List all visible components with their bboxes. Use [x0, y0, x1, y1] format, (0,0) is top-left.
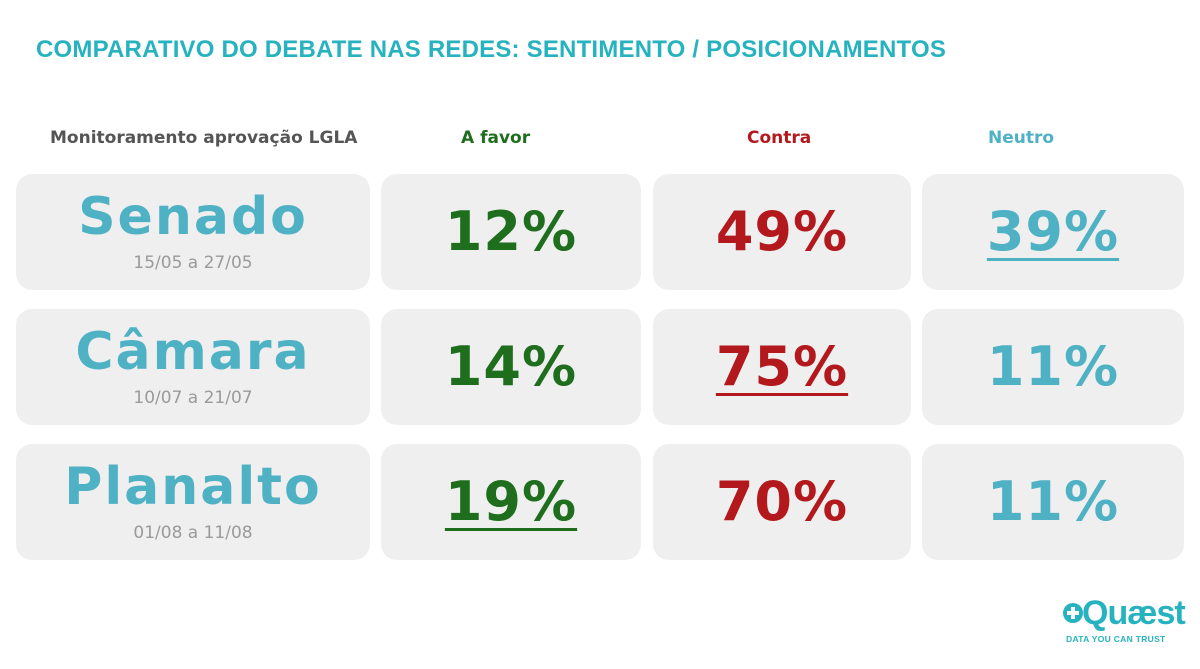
header-contra: Contra	[747, 128, 812, 148]
quaest-logo: Quæst DATA YOU CAN TRUST	[1063, 594, 1186, 656]
page-title: COMPARATIVO DO DEBATE NAS REDES: SENTIME…	[36, 36, 947, 63]
row-date: 10/07 a 21/07	[133, 388, 253, 408]
favor-value: 14%	[444, 335, 578, 398]
row-planalto-label-card: Planalto 01/08 a 11/08	[16, 444, 370, 560]
favor-value: 19%	[444, 470, 578, 533]
row-camara-favor-card: 14%	[381, 309, 641, 425]
neutro-value: 39%	[986, 200, 1120, 263]
row-senado-favor-card: 12%	[381, 174, 641, 290]
contra-value: 75%	[715, 335, 849, 398]
logo-wordmark: Quæst	[1082, 594, 1186, 632]
favor-value: 12%	[444, 200, 578, 263]
row-name: Planalto	[64, 457, 322, 517]
row-name: Câmara	[75, 322, 311, 382]
row-planalto-favor-card: 19%	[381, 444, 641, 560]
plus-badge-icon	[1063, 603, 1083, 623]
row-senado-neutro-card: 39%	[922, 174, 1184, 290]
row-camara-neutro-card: 11%	[922, 309, 1184, 425]
contra-value: 49%	[715, 200, 849, 263]
header-neutro: Neutro	[988, 128, 1055, 148]
row-planalto-contra-card: 70%	[653, 444, 911, 560]
neutro-value: 11%	[986, 335, 1120, 398]
row-name: Senado	[78, 187, 308, 247]
row-camara-contra-card: 75%	[653, 309, 911, 425]
row-senado-contra-card: 49%	[653, 174, 911, 290]
row-senado-label-card: Senado 15/05 a 27/05	[16, 174, 370, 290]
logo-tagline: DATA YOU CAN TRUST	[1066, 634, 1166, 644]
row-date: 01/08 a 11/08	[133, 523, 253, 543]
row-planalto-neutro-card: 11%	[922, 444, 1184, 560]
row-date: 15/05 a 27/05	[133, 253, 253, 273]
header-monitoramento: Monitoramento aprovação LGLA	[50, 128, 358, 148]
row-camara-label-card: Câmara 10/07 a 21/07	[16, 309, 370, 425]
contra-value: 70%	[715, 470, 849, 533]
header-a-favor: A favor	[461, 128, 531, 148]
neutro-value: 11%	[986, 470, 1120, 533]
